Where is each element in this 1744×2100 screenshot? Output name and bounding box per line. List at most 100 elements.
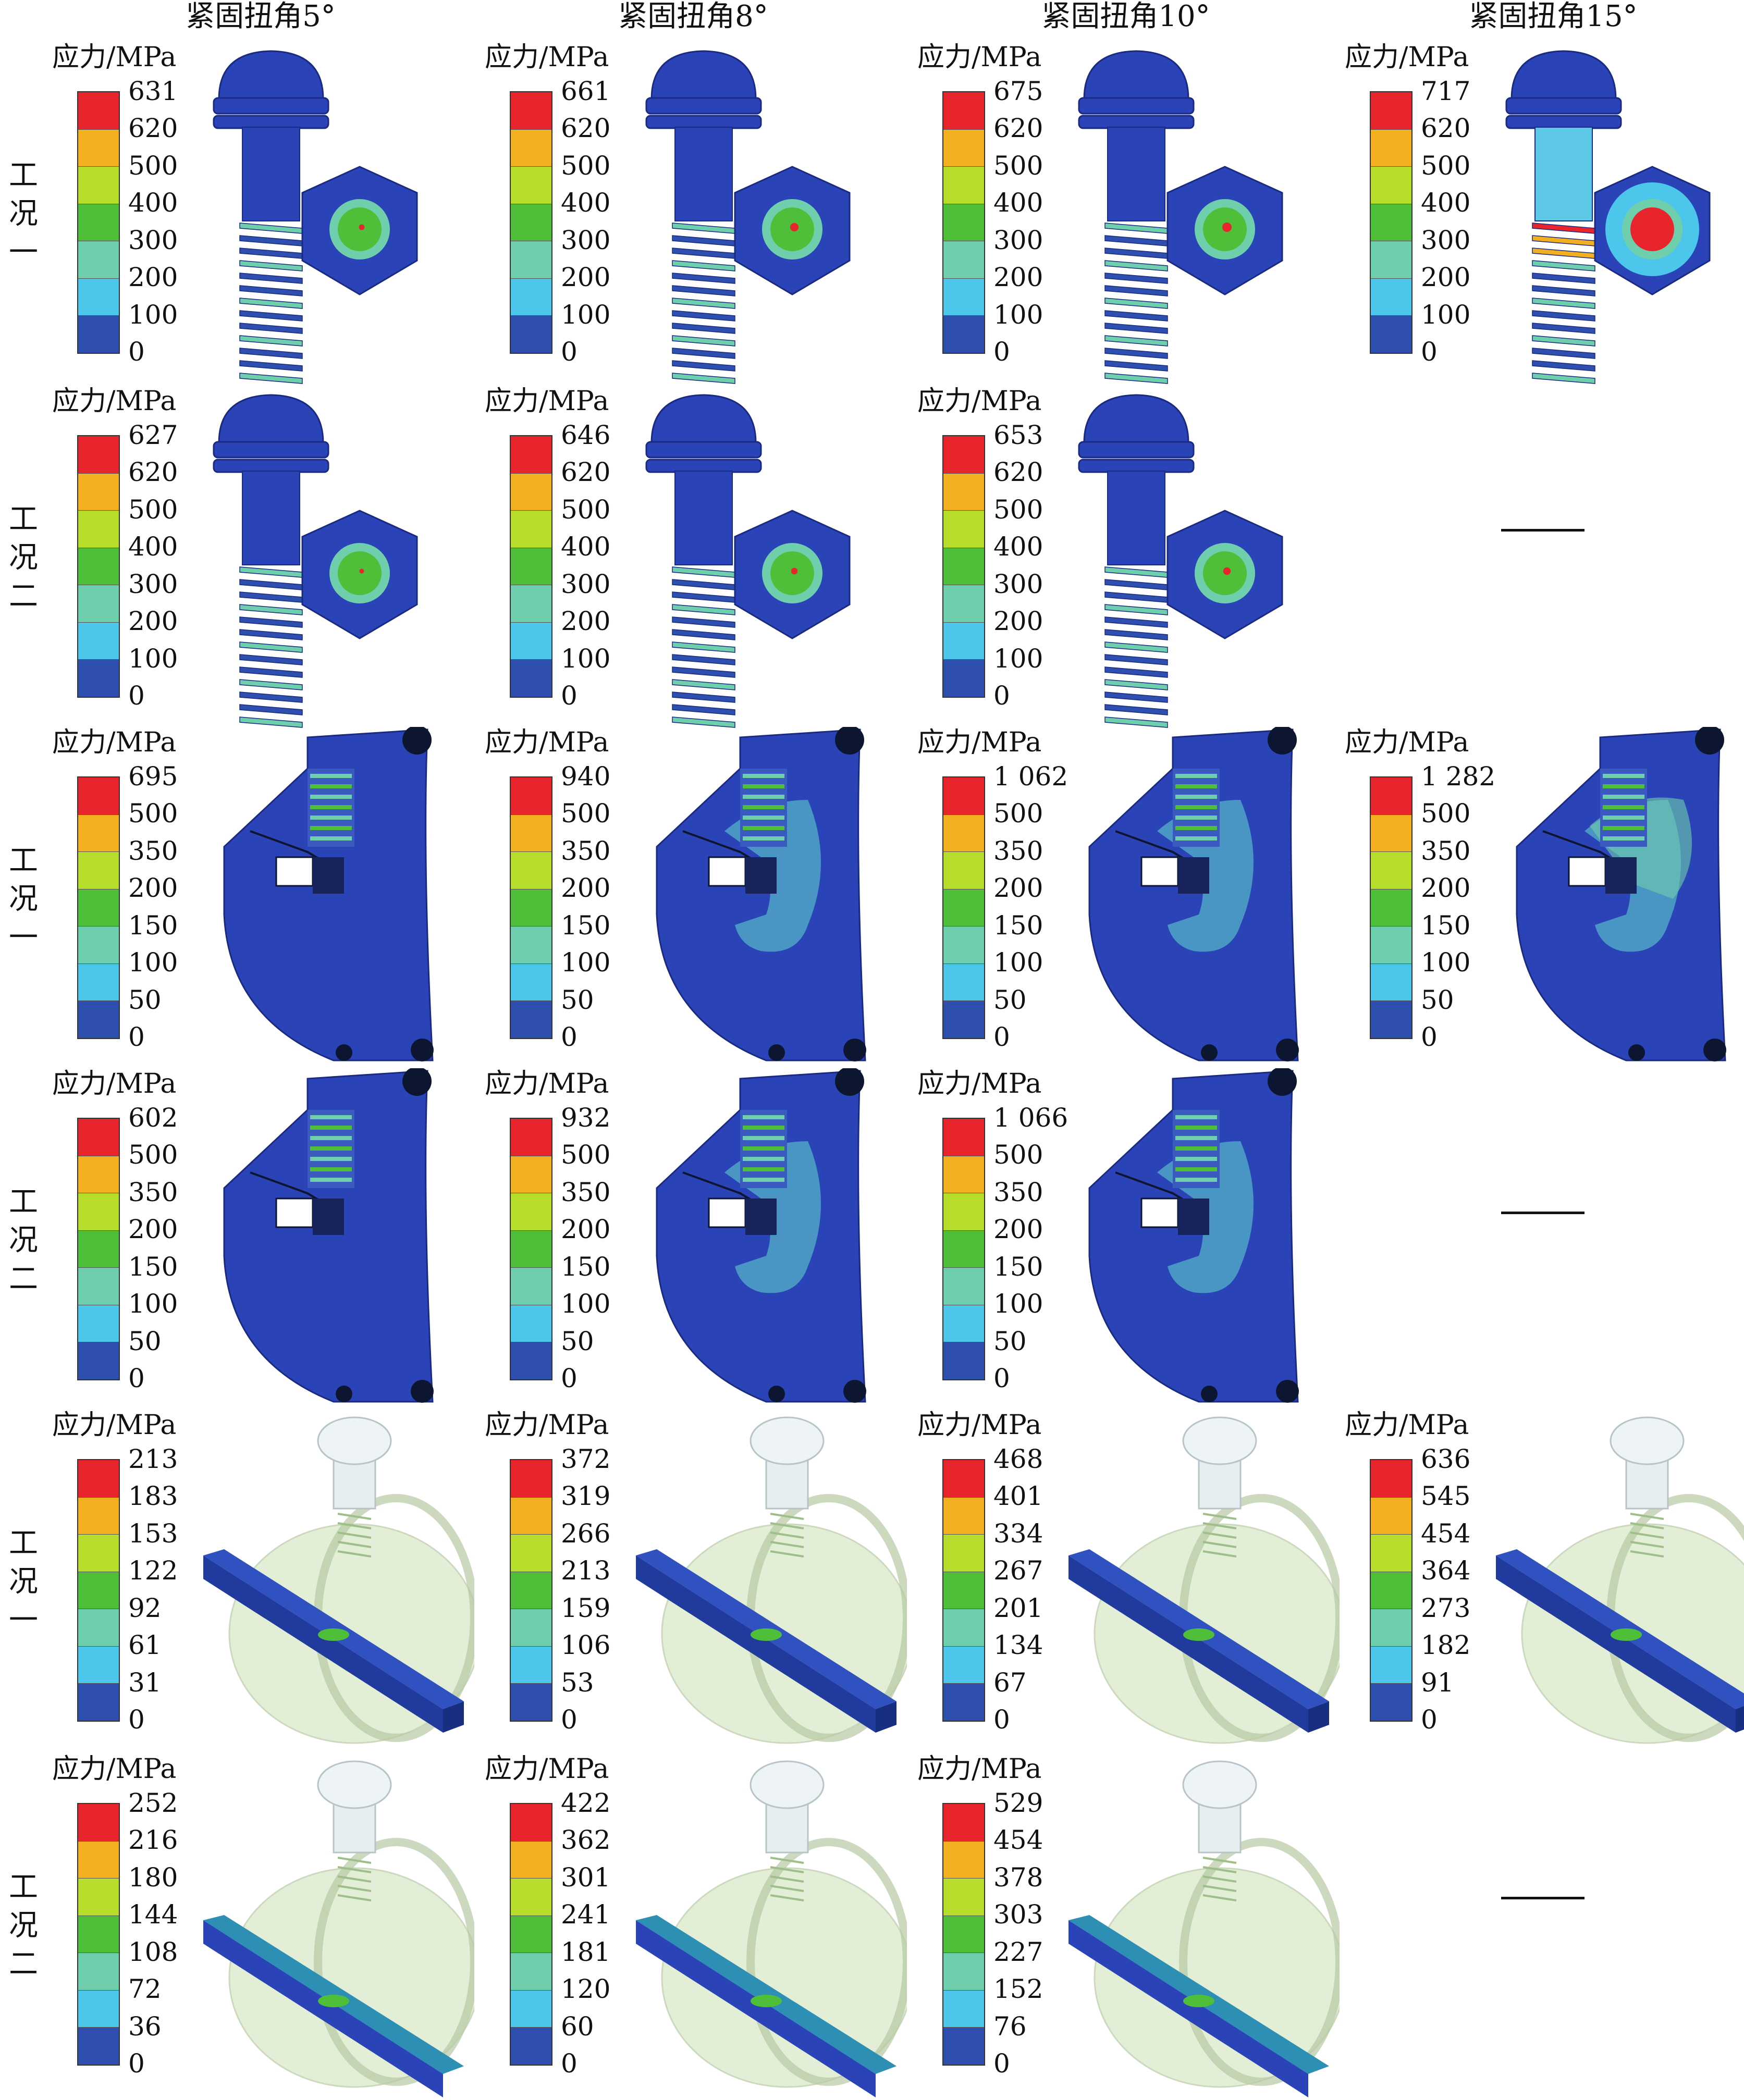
legend-swatch	[1371, 814, 1411, 852]
legend-tick-label: 468	[993, 1444, 1043, 1474]
clamp-notch	[1628, 1044, 1645, 1061]
legend-tick-label: 620	[993, 457, 1043, 488]
legend-unit: 应力/MPa	[52, 727, 177, 758]
bolt-shank	[674, 127, 733, 221]
row-label: 工况一	[9, 1526, 38, 1637]
legend-tick-label: 200	[993, 873, 1043, 904]
legend-tick-label: 500	[1421, 150, 1471, 181]
legend-tick-label: 620	[561, 113, 611, 144]
legend-tick-label: 620	[128, 113, 178, 144]
bolt-ghost-thread	[770, 1875, 804, 1883]
bar-stress-model	[203, 1416, 474, 1744]
legend-swatch	[511, 1990, 551, 2028]
legend-tick-label: 100	[993, 299, 1043, 330]
legend-swatch	[943, 1119, 984, 1156]
bore-thread	[1603, 836, 1644, 841]
clamp-stress-model	[1088, 727, 1299, 1061]
legend-swatch	[511, 1840, 551, 1879]
legend-tick-label: 200	[993, 262, 1043, 293]
legend-swatch	[511, 1915, 551, 1953]
bolt-head	[1083, 50, 1189, 100]
bolt-head	[1083, 394, 1189, 444]
bore-thread	[743, 1157, 784, 1161]
legend-tick-label: 401	[993, 1481, 1043, 1512]
legend-tick-label: 100	[128, 643, 178, 674]
legend-swatch	[511, 473, 551, 511]
legend-tick-label: 0	[993, 1363, 1010, 1393]
bolt-thread	[239, 641, 303, 653]
legend-swatch	[943, 1304, 984, 1342]
bolt-thread	[672, 248, 735, 259]
clamp-body	[1088, 1070, 1299, 1403]
legend-tick-label: 100	[561, 299, 611, 330]
legend-tick-label: 100	[128, 1289, 178, 1319]
legend-tick-label: 500	[128, 150, 178, 181]
legend-tick-label: 150	[1421, 910, 1471, 941]
clamp-slot-wall	[1605, 857, 1637, 894]
bolt-stress-model	[1078, 394, 1283, 728]
legend-tick-label: 500	[128, 1140, 178, 1170]
legend-swatch	[943, 585, 984, 622]
bolt-collar	[645, 115, 762, 129]
bar-face	[636, 1920, 876, 2097]
bolt-thread	[1532, 285, 1595, 297]
legend-unit: 应力/MPa	[52, 1410, 177, 1441]
legend-tick-label: 319	[561, 1481, 611, 1512]
legend-swatch	[1371, 888, 1411, 927]
legend-tick-label: 50	[561, 1326, 594, 1356]
clamp-slot-wall	[313, 857, 344, 894]
clamp-notch	[835, 1068, 864, 1096]
result-panel: 应力/MPa 717 620 500 400 300 200 100 0	[1345, 42, 1744, 386]
result-panel: 应力/MPa 1 062 500 350 200 150 100 50 0	[917, 727, 1345, 1071]
legend-colorbar	[1370, 1459, 1413, 1722]
bar-end	[1308, 1701, 1329, 1733]
bore-thread	[743, 774, 784, 778]
legend-swatch	[1371, 315, 1411, 353]
bolt-thread	[1104, 679, 1168, 690]
legend-swatch	[943, 1342, 984, 1380]
clamp-ghost-ring	[746, 1838, 907, 2086]
legend-tick-label: 200	[1421, 262, 1471, 293]
bar-face	[203, 1920, 443, 2097]
legend-tick-label: 152	[993, 1974, 1043, 2005]
bolt-thread	[672, 335, 735, 347]
legend-tick-label: 300	[128, 225, 178, 255]
bolt-ghost-thread	[1630, 1531, 1664, 1539]
bolt-thread	[1104, 666, 1168, 678]
legend-tick-label: 92	[128, 1592, 162, 1623]
bar-end	[876, 1701, 896, 1733]
legend-swatch	[511, 203, 551, 241]
bolt-ghost-thread	[337, 1894, 372, 1901]
bolt-ghost-thread	[770, 1894, 804, 1901]
legend-swatch	[78, 659, 119, 697]
clamp-body	[1088, 728, 1299, 1061]
legend-tick-label: 300	[993, 225, 1043, 255]
legend-swatch	[78, 1804, 119, 1841]
bolt-thread	[239, 248, 303, 259]
bolt-thread	[672, 285, 735, 297]
bolt-thread	[672, 273, 735, 284]
legend-swatch	[511, 1342, 551, 1380]
legend-tick-label: 150	[561, 910, 611, 941]
legend-tick-label: 940	[561, 761, 611, 792]
bolt-stress-model	[213, 50, 418, 384]
bore-thread	[310, 826, 352, 830]
legend-swatch	[511, 241, 551, 278]
legend-unit: 应力/MPa	[52, 386, 177, 417]
legend-tick-label: 159	[561, 1592, 611, 1623]
bar-face	[636, 1555, 876, 1733]
legend-swatch	[943, 1609, 984, 1646]
bolt-ghost-thread	[1630, 1541, 1664, 1548]
bolt-thread	[1104, 591, 1168, 603]
legend-swatch	[78, 1304, 119, 1342]
legend-swatch	[1371, 1683, 1411, 1721]
bolt-thread	[1532, 235, 1595, 246]
clamp-notch	[843, 1039, 866, 1061]
legend-tick-label: 334	[993, 1518, 1043, 1549]
bolt-collar	[1078, 115, 1195, 129]
legend-tick-label: 200	[1421, 873, 1471, 904]
clamp-body	[656, 1070, 866, 1403]
legend-tick-label: 0	[1421, 337, 1438, 367]
column-title: 紧固扭角5°	[186, 0, 336, 33]
bolt-ghost-thread	[337, 1550, 372, 1558]
